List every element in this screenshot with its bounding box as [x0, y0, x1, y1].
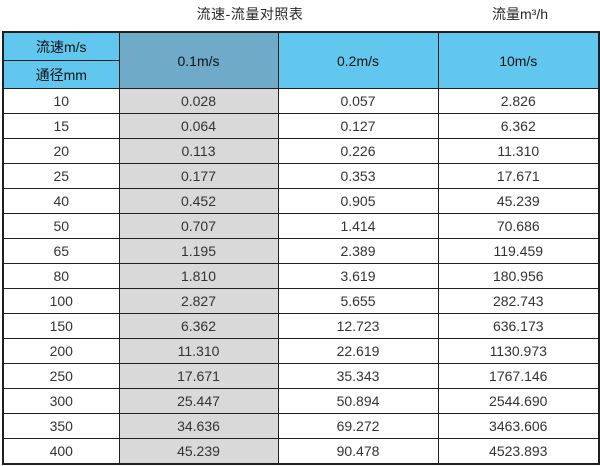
flow-value-cell: 22.619: [277, 338, 439, 364]
flow-value-cell: 5.655: [277, 288, 439, 314]
flow-value-cell: 0.057: [277, 88, 439, 114]
flow-value-cell: 0.353: [277, 163, 439, 189]
table-row: 20 0.113 0.226 11.310: [2, 138, 600, 164]
flow-rate-table: 流速m/s 0.1m/s 0.2m/s 10m/s 通径mm 10 0.028 0.…: [2, 31, 600, 465]
diameter-cell: 200: [2, 338, 120, 364]
column-header-0.2ms: 0.2m/s: [277, 31, 439, 89]
diameter-cell: 50: [2, 213, 120, 239]
flow-value-cell: 1130.973: [437, 338, 600, 364]
flow-value-cell: 25.447: [118, 388, 279, 414]
diameter-cell: 80: [2, 263, 120, 289]
header-row-bottom: 通径mm: [2, 60, 599, 89]
flow-value-cell: 70.686: [437, 213, 600, 239]
diameter-cell: 15: [2, 113, 120, 139]
flow-value-cell: 119.459: [437, 238, 600, 264]
corner-header-velocity: 流速m/s: [2, 31, 120, 61]
diameter-cell: 350: [2, 413, 120, 439]
flow-value-cell: 0.127: [277, 113, 439, 139]
flow-value-cell: 50.894: [277, 388, 439, 414]
table-header: 流速m/s 0.1m/s 0.2m/s 10m/s 通径mm: [2, 31, 600, 89]
table-row: 65 1.195 2.389 119.459: [2, 238, 600, 264]
diameter-cell: 25: [2, 163, 120, 189]
flow-value-cell: 0.113: [118, 138, 279, 164]
flow-value-cell: 0.064: [118, 113, 279, 139]
flow-value-cell: 17.671: [437, 163, 600, 189]
flow-value-cell: 1.810: [118, 263, 279, 289]
flow-unit-label: 流量m³/h: [492, 6, 548, 22]
table-row: 250 17.671 35.343 1767.146: [2, 363, 600, 389]
diameter-cell: 250: [2, 363, 120, 389]
flow-value-cell: 3463.606: [437, 413, 600, 439]
flow-value-cell: 2544.690: [437, 388, 600, 414]
table-row: 15 0.064 0.127 6.362: [2, 113, 600, 139]
flow-value-cell: 45.239: [437, 188, 600, 214]
table-row: 150 6.362 12.723 636.173: [2, 313, 600, 339]
diameter-cell: 400: [2, 438, 120, 465]
table-title: 流速-流量对照表: [196, 6, 304, 22]
flow-value-cell: 34.636: [118, 413, 279, 439]
flow-value-cell: 0.707: [118, 213, 279, 239]
flow-value-cell: 6.362: [118, 313, 279, 339]
table-row: 350 34.636 69.272 3463.606: [2, 413, 600, 439]
flow-value-cell: 45.239: [118, 438, 279, 465]
column-header-0.1ms: 0.1m/s: [118, 31, 279, 89]
flow-value-cell: 0.177: [118, 163, 279, 189]
flow-value-cell: 0.905: [277, 188, 439, 214]
column-header-10ms: 10m/s: [437, 31, 600, 89]
flow-value-cell: 17.671: [118, 363, 279, 389]
flow-value-cell: 0.226: [277, 138, 439, 164]
table-row: 300 25.447 50.894 2544.690: [2, 388, 600, 414]
table-row: 10 0.028 0.057 2.826: [2, 88, 600, 114]
table-row: 400 45.239 90.478 4523.893: [2, 438, 600, 465]
flow-value-cell: 12.723: [277, 313, 439, 339]
diameter-cell: 10: [2, 88, 120, 114]
diameter-cell: 20: [2, 138, 120, 164]
flow-value-cell: 0.452: [118, 188, 279, 214]
diameter-cell: 65: [2, 238, 120, 264]
flow-value-cell: 0.028: [118, 88, 279, 114]
diameter-cell: 150: [2, 313, 120, 339]
flow-value-cell: 69.272: [277, 413, 439, 439]
flow-value-cell: 90.478: [277, 438, 439, 465]
diameter-cell: 100: [2, 288, 120, 314]
flow-value-cell: 1767.146: [437, 363, 600, 389]
table-row: 50 0.707 1.414 70.686: [2, 213, 600, 239]
table-body: 10 0.028 0.057 2.826 15 0.064 0.127 6.362 20 0.11…: [2, 88, 600, 465]
flow-value-cell: 2.826: [437, 88, 600, 114]
flow-value-cell: 35.343: [277, 363, 439, 389]
flow-value-cell: 4523.893: [437, 438, 600, 465]
diameter-cell: 300: [2, 388, 120, 414]
flow-value-cell: 11.310: [118, 338, 279, 364]
flow-value-cell: 1.195: [118, 238, 279, 264]
diameter-cell: 40: [2, 188, 120, 214]
table-row: 200 11.310 22.619 1130.973: [2, 338, 600, 364]
corner-header-diameter: 通径mm: [2, 60, 120, 89]
flow-value-cell: 3.619: [277, 263, 439, 289]
flow-value-cell: 180.956: [437, 263, 600, 289]
flow-value-cell: 11.310: [437, 138, 600, 164]
table-row: 80 1.810 3.619 180.956: [2, 263, 600, 289]
header-row-top: 流速m/s 0.1m/s 0.2m/s 10m/s: [2, 31, 600, 89]
table-row: 25 0.177 0.353 17.671: [2, 163, 600, 189]
flow-value-cell: 6.362: [437, 113, 600, 139]
flow-value-cell: 636.173: [437, 313, 600, 339]
flow-value-cell: 2.389: [277, 238, 439, 264]
table-row: 40 0.452 0.905 45.239: [2, 188, 600, 214]
flow-value-cell: 2.827: [118, 288, 279, 314]
flow-value-cell: 282.743: [437, 288, 600, 314]
flow-value-cell: 1.414: [277, 213, 439, 239]
table-row: 100 2.827 5.655 282.743: [2, 288, 600, 314]
